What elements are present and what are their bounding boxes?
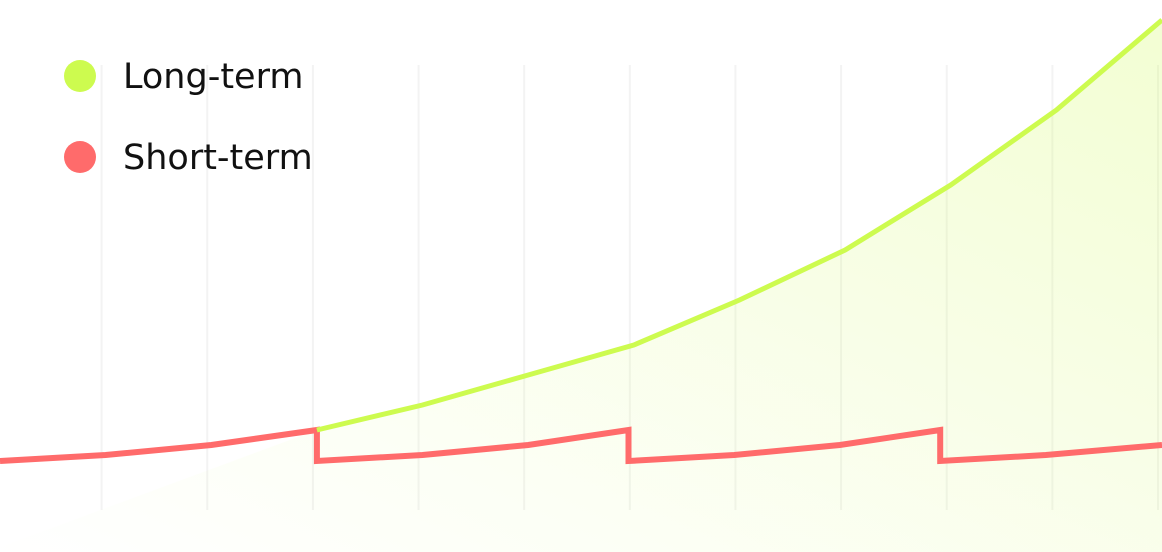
series-line [0,426,1162,465]
legend-marker [64,60,96,92]
legend-marker [64,141,96,173]
series-line [316,18,1162,433]
legend-label: Short-term [123,138,313,178]
legend-label: Long-term [123,57,303,97]
area-fill [0,20,1162,552]
